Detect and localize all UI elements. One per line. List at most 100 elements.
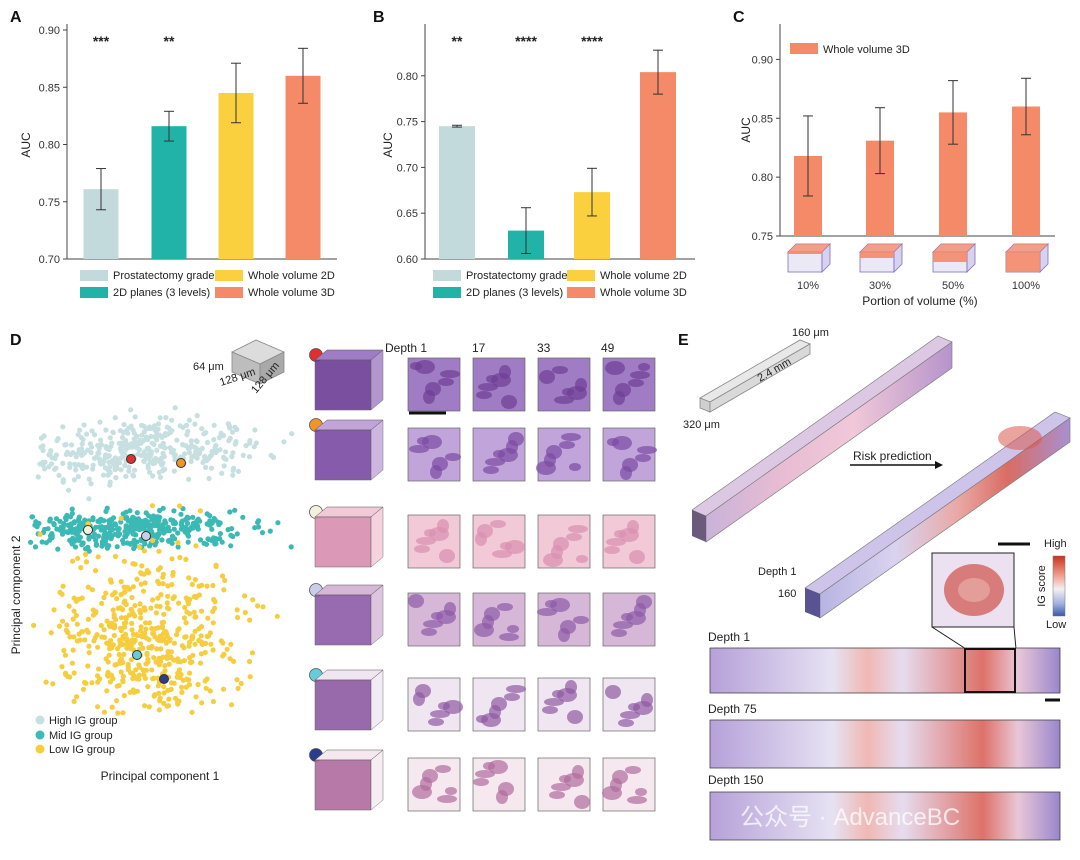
scatter-point — [58, 524, 64, 530]
scatter-point — [85, 616, 91, 622]
scatter-point — [95, 704, 101, 710]
scatter-point — [125, 430, 131, 436]
scatter-point — [80, 686, 87, 692]
scatter-point — [172, 520, 179, 527]
scatter-point — [150, 676, 156, 682]
histology-tile-texture — [630, 371, 650, 379]
scatter-point — [70, 647, 76, 653]
chart-c-volume-icons: 10% 30% 50% 100% — [787, 243, 1049, 292]
scatter-point — [122, 462, 128, 469]
scatter-point — [210, 608, 216, 615]
scatter-point — [172, 405, 178, 411]
scatter-point — [217, 536, 223, 542]
scatter-point — [210, 647, 216, 653]
scatter-point — [97, 676, 103, 682]
histology-tile-texture — [567, 386, 587, 400]
scatter-point — [158, 592, 164, 598]
scatter-point — [82, 517, 88, 523]
scatter-point — [140, 645, 146, 651]
scatter-point — [146, 446, 152, 452]
chart-c-ytick-label: 0.80 — [752, 172, 773, 184]
scatter-point — [175, 656, 181, 662]
scatter-point — [165, 593, 171, 599]
scatter-point — [131, 537, 137, 543]
chart-b-legend-swatch — [567, 287, 595, 298]
scatter-point — [129, 594, 135, 601]
histology-tile-texture — [551, 783, 571, 791]
scatter-point — [43, 679, 49, 685]
chart-b-legend-swatch — [433, 287, 461, 298]
scatter-point — [187, 670, 193, 676]
scatter-point — [214, 448, 220, 454]
scatter-point — [128, 407, 134, 413]
scatter-point — [122, 624, 128, 630]
scatter-point — [156, 469, 162, 475]
scatter-point — [131, 689, 137, 695]
scatter-point — [95, 554, 101, 560]
scatter-point — [120, 710, 126, 716]
volume-icon-fill-top — [933, 244, 975, 252]
histology-tile-texture — [557, 688, 577, 702]
scatter-point — [141, 429, 147, 435]
scatter-point — [222, 577, 228, 584]
histology-tile-texture — [626, 611, 646, 625]
scatter-point — [117, 658, 123, 664]
histology-tile-texture — [473, 778, 489, 786]
scatter-point — [171, 594, 177, 600]
scatter-point — [208, 452, 215, 458]
scatter-point — [223, 449, 229, 455]
scatter-point — [101, 709, 108, 715]
scatter-point — [143, 661, 149, 667]
chart-c-category-label: 50% — [942, 280, 964, 292]
scatter-point — [179, 643, 185, 649]
scatter-point — [118, 615, 125, 621]
scatter-point — [130, 561, 136, 567]
scatter-point — [112, 415, 118, 421]
scatter-point — [176, 698, 182, 704]
scatter-point — [186, 677, 192, 683]
scatter-point — [183, 524, 189, 531]
histology-tile-texture — [620, 711, 640, 719]
scatter-point — [157, 456, 164, 462]
scatter-point — [151, 655, 157, 661]
scatter-point — [194, 413, 200, 419]
scatter-point — [231, 465, 237, 471]
scatter-point — [203, 464, 209, 470]
tissue-cube-front — [314, 759, 372, 811]
scatter-point — [270, 454, 277, 460]
scatter-point — [46, 464, 52, 470]
scatter-point — [127, 508, 133, 514]
scatter-point — [120, 537, 126, 544]
scatter-point — [155, 578, 161, 585]
scatter-point — [112, 625, 118, 631]
scatter-point — [65, 487, 72, 493]
scatter-point — [197, 508, 203, 514]
scatter-point — [193, 521, 199, 527]
scatter-point — [71, 519, 77, 525]
scatter-point — [205, 615, 211, 621]
scatter-point — [227, 656, 233, 662]
scatter-point — [106, 543, 112, 549]
scatter-point — [160, 450, 166, 456]
scatter-point — [103, 590, 109, 596]
depth-header-1: Depth 1 — [385, 341, 427, 355]
scatter-point — [193, 694, 199, 700]
histology-tile-texture — [439, 549, 455, 563]
scatter-point — [243, 443, 249, 449]
legend-high-ig-marker — [35, 715, 45, 725]
scatter-point — [47, 518, 53, 524]
scatter-point — [146, 570, 152, 576]
scatter-point — [142, 703, 148, 709]
histology-tile-texture — [539, 370, 555, 384]
scatter-point — [155, 636, 161, 643]
scatter-point — [203, 685, 209, 691]
scatter-point — [204, 583, 210, 589]
scatter-point — [145, 462, 151, 468]
scatter-point — [127, 645, 133, 652]
scatter-point — [91, 533, 97, 539]
scatter-point — [67, 461, 73, 467]
scatter-point — [118, 467, 124, 473]
scatter-point — [238, 680, 244, 687]
scatter-point — [71, 634, 77, 640]
scatter-point — [127, 541, 134, 547]
